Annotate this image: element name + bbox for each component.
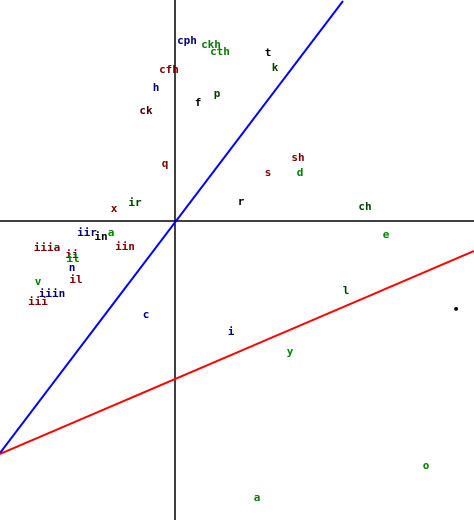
point-label: sh bbox=[291, 151, 304, 164]
point-label: y bbox=[287, 345, 294, 358]
point-label: k bbox=[272, 61, 279, 74]
point-label: a bbox=[108, 226, 115, 239]
point-label: cph bbox=[177, 34, 197, 47]
point-label: q bbox=[162, 157, 169, 170]
point-label: c bbox=[143, 308, 150, 321]
point-label: il bbox=[69, 273, 82, 286]
line bbox=[0, 0, 344, 454]
point-label: a bbox=[254, 491, 261, 504]
point-label: il bbox=[66, 252, 79, 265]
point-label: e bbox=[383, 228, 390, 241]
point-label: ck bbox=[139, 104, 153, 117]
point-label: x bbox=[111, 202, 118, 215]
point-label: ch bbox=[358, 200, 371, 213]
line bbox=[0, 250, 474, 455]
point-label: h bbox=[153, 81, 160, 94]
point-label: r bbox=[238, 195, 245, 208]
point-label: in bbox=[94, 230, 107, 243]
point-label: d bbox=[297, 166, 304, 179]
point-label: v bbox=[35, 275, 42, 288]
point-label: ii bbox=[65, 248, 79, 261]
point-label: s bbox=[265, 166, 272, 179]
point-label: o bbox=[423, 459, 430, 472]
point-label: iir bbox=[77, 226, 97, 239]
point-label: ckh bbox=[201, 38, 221, 51]
point-label: f bbox=[195, 96, 202, 109]
point-label: l bbox=[343, 284, 350, 297]
point-label: iin bbox=[115, 240, 135, 253]
point-label: • bbox=[453, 303, 460, 316]
point-label: n bbox=[69, 261, 76, 274]
point-label: t bbox=[265, 46, 272, 59]
point-label: iiia bbox=[34, 241, 61, 254]
point-label: ir bbox=[128, 196, 142, 209]
point-label: i bbox=[228, 325, 235, 338]
point-label: iiin bbox=[39, 287, 66, 300]
point-label: cfh bbox=[159, 63, 179, 76]
point-label: cth bbox=[210, 45, 230, 58]
point-label: iii bbox=[28, 295, 48, 308]
point-label: p bbox=[214, 87, 221, 100]
